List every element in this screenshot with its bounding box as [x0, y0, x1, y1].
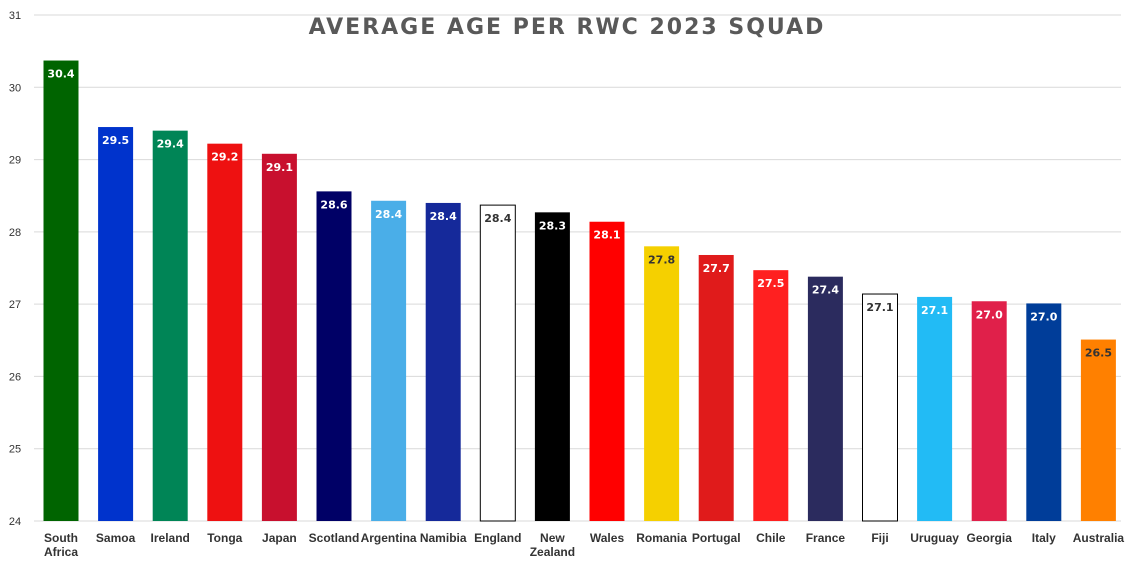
x-tick-label: Romania [636, 531, 687, 545]
x-tick-label: Chile [756, 531, 786, 545]
data-label: 28.1 [593, 229, 620, 242]
bar [862, 293, 898, 522]
y-tick-label: 28 [9, 227, 21, 239]
x-tick-label: Japan [262, 531, 297, 545]
data-label: 28.4 [484, 212, 511, 225]
x-tick-label: Ireland [151, 531, 190, 545]
bar [534, 212, 570, 521]
bar [43, 60, 79, 521]
data-label: 27.1 [866, 301, 893, 314]
gridlines [34, 14, 1121, 522]
data-label: 28.3 [539, 219, 566, 232]
x-tick-label: Wales [590, 531, 625, 545]
bar [1026, 303, 1062, 521]
x-tick-label: Italy [1032, 531, 1056, 545]
x-tick-label: New [540, 531, 565, 545]
data-label: 26.5 [1085, 347, 1112, 360]
bar [207, 143, 243, 521]
y-tick-label: 30 [9, 82, 21, 94]
bar [917, 296, 953, 521]
bar [1080, 339, 1116, 521]
x-tick-label: Uruguay [910, 531, 959, 545]
x-tick-label: Scotland [309, 531, 360, 545]
bar [589, 221, 625, 522]
y-tick-label: 26 [9, 371, 21, 383]
bar [371, 200, 407, 521]
chart-title: AVERAGE AGE PER RWC 2023 SQUAD [309, 15, 826, 40]
x-tick-label: Namibia [420, 531, 467, 545]
data-label: 27.8 [648, 253, 675, 266]
bar [261, 153, 297, 521]
x-tick-label: Tonga [207, 531, 242, 545]
data-label: 27.5 [757, 277, 784, 290]
data-label: 29.5 [102, 134, 129, 147]
y-tick-label: 27 [9, 299, 21, 311]
x-tick-label: Fiji [871, 531, 888, 545]
bar [98, 127, 134, 522]
data-label: 29.2 [211, 151, 238, 164]
x-tick-label: Georgia [967, 531, 1013, 545]
bar [807, 276, 843, 521]
bar [152, 130, 188, 521]
data-label: 28.6 [320, 198, 347, 211]
x-tick-label: Argentina [361, 531, 417, 545]
y-axis-ticks: 24 25 26 27 28 29 30 31 [9, 10, 21, 528]
x-tick-label: Africa [44, 545, 78, 559]
x-tick-label: Australia [1073, 531, 1125, 545]
data-labels: 30.4 29.5 29.4 29.2 29.1 28.6 28.4 28.4 28.4 28.3… [47, 68, 1112, 360]
data-label: 27.1 [921, 304, 948, 317]
x-tick-label: Samoa [96, 531, 136, 545]
x-tick-label: France [806, 531, 846, 545]
data-label: 28.4 [430, 210, 457, 223]
bars [43, 60, 1116, 522]
data-label: 27.0 [976, 308, 1003, 321]
x-tick-label: Portugal [692, 531, 741, 545]
x-tick-label: Zealand [530, 545, 575, 559]
x-tick-label: England [474, 531, 521, 545]
data-label: 28.4 [375, 208, 402, 221]
data-label: 29.4 [157, 138, 184, 151]
bar [753, 270, 789, 521]
x-tick-label: South [44, 531, 78, 545]
y-tick-label: 24 [9, 516, 21, 528]
data-label: 30.4 [47, 68, 74, 81]
y-tick-label: 25 [9, 444, 21, 456]
data-label: 27.7 [703, 262, 730, 275]
data-label: 29.1 [266, 161, 293, 174]
bar [698, 254, 734, 521]
bar [971, 301, 1007, 521]
bar [316, 191, 352, 521]
bar [425, 202, 461, 521]
y-tick-label: 29 [9, 155, 21, 167]
bar [644, 246, 680, 522]
data-label: 27.4 [812, 284, 839, 297]
data-label: 27.0 [1030, 310, 1057, 323]
bar [479, 204, 516, 522]
y-tick-label: 31 [9, 10, 21, 22]
